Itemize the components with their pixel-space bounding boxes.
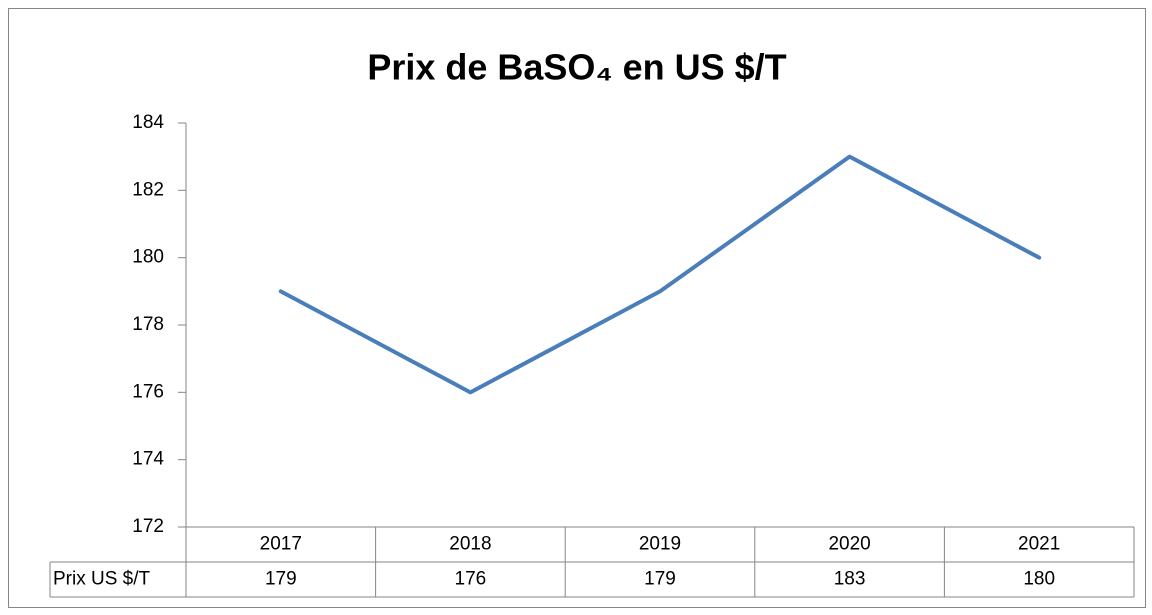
y-tick-label: 174 [132, 449, 164, 470]
table-value: 183 [834, 569, 866, 590]
x-tick-label: 2019 [639, 534, 681, 555]
chart-border [8, 8, 1146, 608]
y-tick-label: 176 [132, 381, 164, 402]
table-value: 180 [1023, 569, 1055, 590]
chart-title: Prix de BaSO₄ en US $/T [367, 47, 786, 88]
x-tick-label: 2020 [828, 534, 870, 555]
x-tick-label: 2021 [1018, 534, 1060, 555]
y-tick-label: 178 [132, 314, 164, 335]
table-value: 176 [455, 569, 487, 590]
legend-label: Prix US $/T [53, 569, 151, 590]
x-tick-label: 2018 [449, 534, 491, 555]
x-tick-label: 2017 [260, 534, 302, 555]
table-value: 179 [265, 569, 297, 590]
series-line [278, 154, 1042, 395]
y-tick-label: 172 [132, 516, 164, 537]
y-tick-label: 182 [132, 179, 164, 200]
y-tick-label: 180 [132, 247, 164, 268]
table-value: 179 [644, 569, 676, 590]
y-tick-label: 184 [132, 112, 164, 133]
